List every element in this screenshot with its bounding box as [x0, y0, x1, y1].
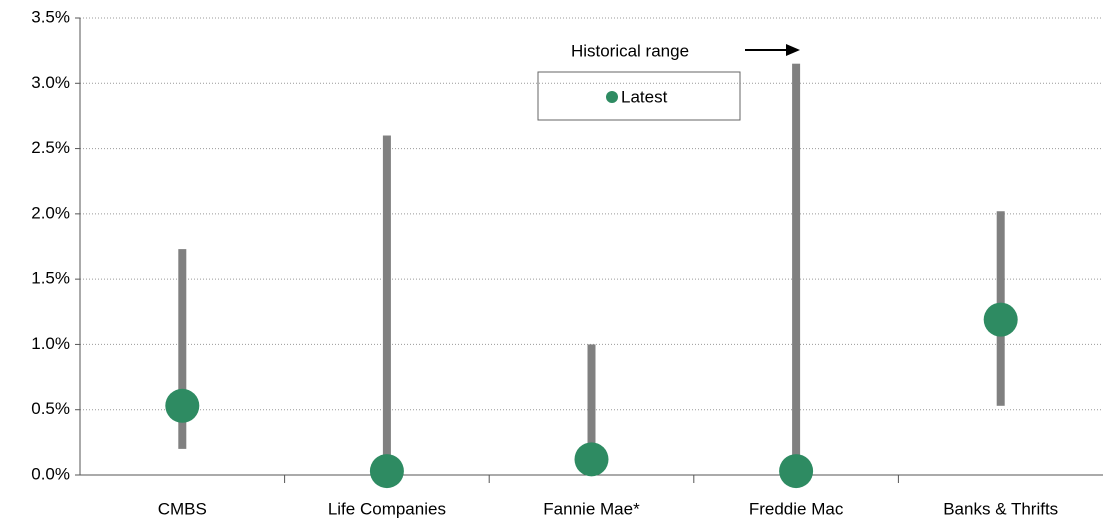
x-tick-label: Life Companies — [328, 499, 446, 518]
latest-dot — [165, 388, 200, 423]
range-bar — [382, 135, 391, 475]
y-tick-label: 2.5% — [31, 138, 70, 157]
legend-label: Latest — [621, 87, 668, 106]
y-tick-label: 1.5% — [31, 269, 70, 288]
range-bar — [792, 63, 801, 475]
range-annotation: Historical range — [571, 41, 689, 60]
range-bar — [178, 249, 187, 449]
y-tick-label: 3.0% — [31, 73, 70, 92]
y-tick-label: 2.0% — [31, 203, 70, 222]
y-tick-label: 0.0% — [31, 464, 70, 483]
latest-dot — [369, 454, 404, 489]
legend-swatch — [606, 91, 618, 103]
x-tick-label: Freddie Mac — [749, 499, 844, 518]
legend-box — [537, 71, 741, 121]
annotation-arrowhead — [786, 44, 800, 56]
x-tick-label: Fannie Mae* — [543, 499, 640, 518]
y-tick-label: 0.5% — [31, 399, 70, 418]
range-bar — [587, 344, 596, 462]
y-tick-label: 3.5% — [31, 7, 70, 26]
x-tick-label: Banks & Thrifts — [943, 499, 1058, 518]
x-tick-label: CMBS — [158, 499, 207, 518]
latest-dot — [779, 454, 814, 489]
y-tick-label: 1.0% — [31, 334, 70, 353]
latest-dot — [983, 302, 1018, 337]
latest-dot — [574, 442, 609, 477]
